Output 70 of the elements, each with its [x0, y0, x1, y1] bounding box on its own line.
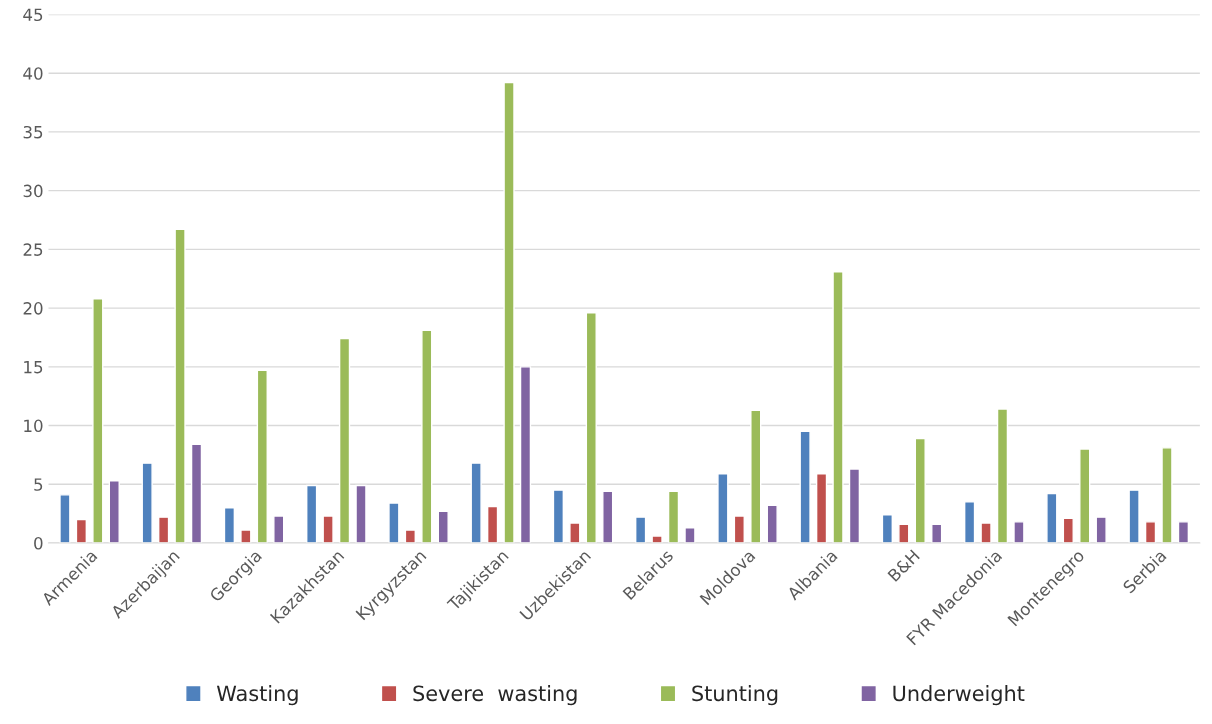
- bar: [717, 473, 729, 543]
- bar: [733, 515, 745, 543]
- bar: [470, 462, 482, 543]
- bar: [1161, 447, 1173, 543]
- bar: [306, 484, 318, 543]
- bar: [92, 298, 104, 543]
- bar: [914, 437, 926, 543]
- y-tick-label: 40: [23, 67, 43, 80]
- bar: [585, 312, 597, 543]
- bar: [881, 514, 893, 543]
- bar: [519, 366, 532, 543]
- bar: [59, 494, 71, 543]
- bar: [1062, 517, 1074, 543]
- y-tick-label: 5: [34, 478, 43, 491]
- bar: [75, 518, 88, 543]
- legend-label: Severe wasting: [413, 685, 577, 706]
- bar: [486, 505, 499, 543]
- y-tick-label: 20: [23, 302, 43, 315]
- legend-label: Underweight: [893, 685, 1025, 706]
- bar: [223, 507, 236, 543]
- legend-label: Stunting: [692, 685, 778, 706]
- bar: [1046, 492, 1058, 543]
- bar: [322, 515, 334, 543]
- bar: [256, 369, 268, 543]
- bar: [157, 516, 170, 543]
- bar: [832, 270, 844, 543]
- bar: [1013, 521, 1025, 543]
- bar: [1079, 448, 1091, 543]
- bar: [1177, 521, 1190, 543]
- bar: [634, 516, 647, 543]
- bar: [174, 228, 186, 543]
- bar: [421, 329, 433, 543]
- bar: [602, 490, 614, 543]
- bar: [898, 523, 910, 543]
- bar: [931, 523, 943, 543]
- y-tick-label: 30: [23, 184, 43, 198]
- y-tick-label: 35: [23, 125, 43, 139]
- bar: [338, 337, 351, 543]
- y-tick-label: 45: [23, 8, 43, 22]
- bar: [141, 462, 153, 543]
- bar: [437, 510, 449, 543]
- bar: [684, 527, 696, 543]
- bar: [1128, 489, 1140, 543]
- bar: [766, 504, 778, 543]
- bar: [980, 522, 992, 543]
- bar: [815, 473, 828, 543]
- bar: [355, 484, 367, 543]
- bar: [190, 443, 203, 543]
- bar: [1144, 521, 1157, 543]
- bar: [996, 408, 1009, 543]
- bar: [651, 535, 663, 543]
- bar: [108, 480, 120, 543]
- y-tick-label: 10: [24, 419, 43, 433]
- bar: [667, 490, 680, 543]
- bar: [750, 409, 762, 543]
- y-tick-label: 0: [34, 536, 43, 550]
- legend-label: Wasting: [216, 685, 298, 706]
- bar: [240, 529, 252, 543]
- bar: [273, 515, 285, 543]
- bar: [848, 468, 861, 543]
- bar: [404, 529, 416, 543]
- y-tick-label: 15: [24, 361, 43, 374]
- bar: [503, 81, 515, 543]
- bar: [963, 501, 976, 543]
- bar: [552, 489, 565, 543]
- bar: [799, 430, 811, 543]
- bar: [388, 502, 400, 543]
- bar: [569, 522, 581, 543]
- y-tick-label: 25: [23, 243, 43, 256]
- bar: [1095, 516, 1107, 543]
